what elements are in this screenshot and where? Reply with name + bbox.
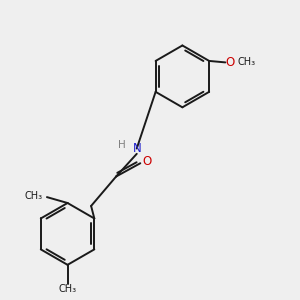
Text: N: N [132,142,141,155]
Text: O: O [225,56,235,69]
Text: O: O [142,155,152,168]
Text: CH₃: CH₃ [24,190,43,201]
Text: CH₃: CH₃ [238,57,256,68]
Text: H: H [118,140,125,150]
Text: CH₃: CH₃ [58,284,76,294]
